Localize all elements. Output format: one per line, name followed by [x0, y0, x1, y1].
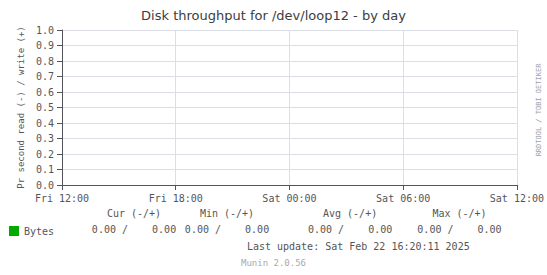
svg-text:1.0: 1.0: [36, 25, 54, 36]
svg-text:0.00 / 0.00: 0.00 / 0.00: [185, 224, 269, 235]
svg-text:0.7: 0.7: [36, 71, 54, 82]
svg-text:0.4: 0.4: [36, 118, 54, 129]
svg-text:Last update: Sat Feb 22 16:20:: Last update: Sat Feb 22 16:20:11 2025: [247, 241, 470, 252]
svg-text:0.8: 0.8: [36, 56, 54, 67]
svg-text:0.5: 0.5: [36, 102, 54, 113]
svg-text:RRDTOOL / TOBI OETIKER: RRDTOOL / TOBI OETIKER: [535, 63, 543, 157]
svg-text:Fri 12:00: Fri 12:00: [35, 193, 89, 204]
svg-text:0.0: 0.0: [36, 180, 54, 191]
svg-text:Disk throughput for /dev/loop1: Disk throughput for /dev/loop12 - by day: [141, 8, 406, 23]
svg-text:Munin 2.0.56: Munin 2.0.56: [241, 258, 306, 268]
svg-text:Cur (-/+): Cur (-/+): [107, 208, 161, 219]
svg-text:0.00 / 0.00: 0.00 / 0.00: [308, 224, 392, 235]
svg-text:Pr second read (-) / write (+): Pr second read (-) / write (+): [16, 26, 26, 189]
svg-text:Sat 00:00: Sat 00:00: [262, 193, 316, 204]
svg-text:Sat 06:00: Sat 06:00: [376, 193, 430, 204]
svg-text:0.00 / 0.00: 0.00 / 0.00: [92, 224, 176, 235]
svg-text:0.6: 0.6: [36, 87, 54, 98]
svg-text:0.2: 0.2: [36, 149, 54, 160]
svg-text:Sat 12:00: Sat 12:00: [490, 193, 544, 204]
svg-text:Avg (-/+): Avg (-/+): [323, 208, 377, 219]
svg-text:Min (-/+): Min (-/+): [200, 208, 254, 219]
svg-text:0.3: 0.3: [36, 133, 54, 144]
svg-text:Max (-/+): Max (-/+): [432, 208, 486, 219]
svg-text:0.00 / 0.00: 0.00 / 0.00: [417, 224, 501, 235]
svg-text:Bytes: Bytes: [24, 226, 54, 237]
svg-text:0.9: 0.9: [36, 40, 54, 51]
svg-text:Fri 18:00: Fri 18:00: [149, 193, 203, 204]
svg-text:0.1: 0.1: [36, 164, 54, 175]
